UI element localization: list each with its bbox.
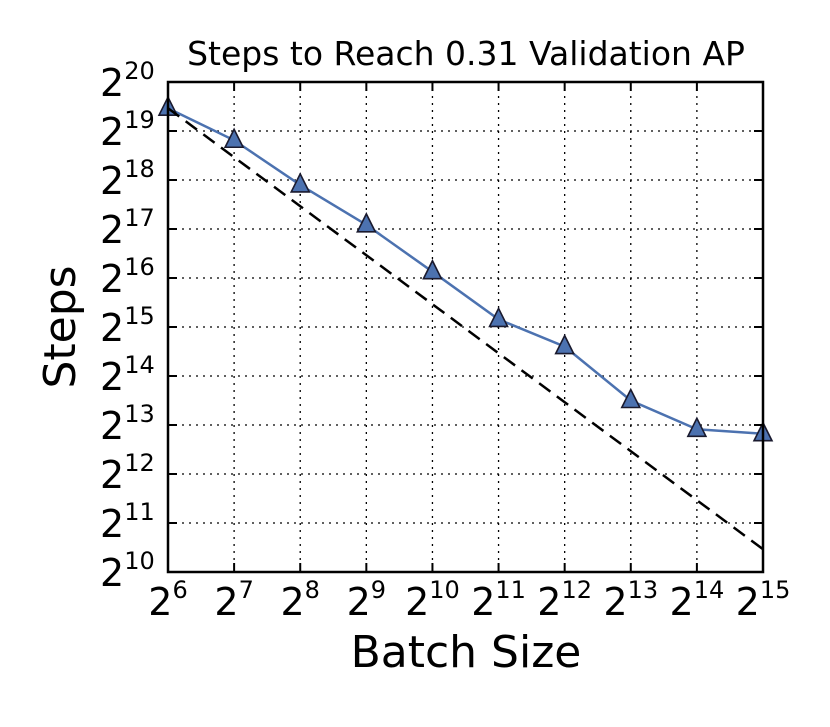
y-tick-base: 2 bbox=[100, 257, 124, 301]
x-tick-labels: 26 27 28 29 210 211 212 213 214 215 bbox=[148, 576, 790, 624]
data-point bbox=[289, 172, 311, 193]
y-tick-base: 2 bbox=[100, 61, 124, 105]
y-tick-exponent: 11 bbox=[124, 498, 155, 526]
x-tick-exponent: 6 bbox=[172, 576, 187, 604]
x-tick-label: 213 bbox=[603, 576, 658, 624]
x-tick-label: 26 bbox=[148, 576, 187, 624]
x-tick-label: 210 bbox=[405, 576, 460, 624]
x-tick-label: 215 bbox=[736, 576, 791, 624]
y-tick-exponent: 16 bbox=[124, 253, 155, 281]
x-tick-exponent: 14 bbox=[694, 576, 725, 604]
x-tick-exponent: 11 bbox=[495, 576, 526, 604]
y-tick-base: 2 bbox=[100, 306, 124, 350]
y-axis-label: Steps bbox=[35, 265, 86, 388]
y-tick-base: 2 bbox=[100, 208, 124, 252]
y-tick-exponent: 15 bbox=[124, 302, 155, 330]
y-tick-exponent: 10 bbox=[124, 547, 155, 575]
y-tick-base: 2 bbox=[100, 453, 124, 497]
x-tick-base: 2 bbox=[670, 580, 694, 624]
x-tick-exponent: 15 bbox=[760, 576, 791, 604]
x-tick-label: 29 bbox=[347, 576, 386, 624]
x-tick-label: 212 bbox=[537, 576, 592, 624]
reference-line bbox=[168, 107, 763, 551]
y-tick-label: 216 bbox=[100, 253, 155, 301]
x-tick-base: 2 bbox=[405, 580, 429, 624]
y-tick-exponent: 14 bbox=[124, 351, 155, 379]
x-tick-base: 2 bbox=[603, 580, 627, 624]
y-tick-label: 217 bbox=[100, 204, 155, 252]
y-tick-exponent: 20 bbox=[124, 57, 155, 85]
x-tick-exponent: 7 bbox=[239, 576, 254, 604]
x-tick-base: 2 bbox=[537, 580, 561, 624]
series-line bbox=[167, 107, 764, 435]
chart-title: Steps to Reach 0.31 Validation AP bbox=[187, 34, 745, 73]
x-tick-label: 28 bbox=[280, 576, 319, 624]
data-point bbox=[554, 333, 575, 355]
y-tick-exponent: 18 bbox=[124, 155, 155, 183]
x-tick-label: 27 bbox=[214, 576, 253, 624]
y-tick-base: 2 bbox=[100, 551, 124, 595]
data-point bbox=[422, 258, 443, 280]
y-tick-exponent: 19 bbox=[124, 106, 155, 134]
data-point bbox=[356, 212, 377, 233]
x-tick-base: 2 bbox=[471, 580, 495, 624]
x-tick-exponent: 13 bbox=[628, 576, 659, 604]
y-tick-base: 2 bbox=[100, 159, 124, 203]
y-tick-label: 210 bbox=[100, 547, 155, 595]
x-tick-exponent: 12 bbox=[561, 576, 592, 604]
data-point bbox=[620, 387, 642, 409]
x-tick-exponent: 9 bbox=[371, 576, 386, 604]
x-tick-exponent: 10 bbox=[429, 576, 460, 604]
x-tick-base: 2 bbox=[214, 580, 238, 624]
y-tick-exponent: 12 bbox=[124, 449, 155, 477]
x-axis-label: Batch Size bbox=[351, 627, 582, 678]
x-tick-exponent: 8 bbox=[305, 576, 320, 604]
x-tick-base: 2 bbox=[736, 580, 760, 624]
y-tick-base: 2 bbox=[100, 355, 124, 399]
y-tick-label: 211 bbox=[100, 498, 155, 546]
tick-marks bbox=[167, 81, 764, 573]
y-tick-exponent: 17 bbox=[124, 204, 155, 232]
x-tick-base: 2 bbox=[280, 580, 304, 624]
x-tick-label: 214 bbox=[670, 576, 725, 624]
y-tick-label: 219 bbox=[100, 106, 155, 154]
y-tick-base: 2 bbox=[100, 404, 124, 448]
data-point bbox=[488, 306, 509, 328]
y-tick-label: 212 bbox=[100, 449, 155, 497]
y-tick-label: 220 bbox=[100, 57, 155, 105]
data-point bbox=[686, 416, 708, 438]
y-tick-base: 2 bbox=[100, 502, 124, 546]
x-tick-label: 211 bbox=[471, 576, 526, 624]
y-tick-label: 215 bbox=[100, 302, 155, 350]
x-tick-base: 2 bbox=[148, 580, 172, 624]
series-layer bbox=[157, 95, 774, 551]
y-tick-label: 213 bbox=[100, 400, 155, 448]
y-tick-label: 218 bbox=[100, 155, 155, 203]
data-point bbox=[223, 127, 245, 149]
y-tick-base: 2 bbox=[100, 110, 124, 154]
y-tick-label: 214 bbox=[100, 351, 155, 399]
y-tick-exponent: 13 bbox=[124, 400, 155, 428]
x-tick-base: 2 bbox=[347, 580, 371, 624]
